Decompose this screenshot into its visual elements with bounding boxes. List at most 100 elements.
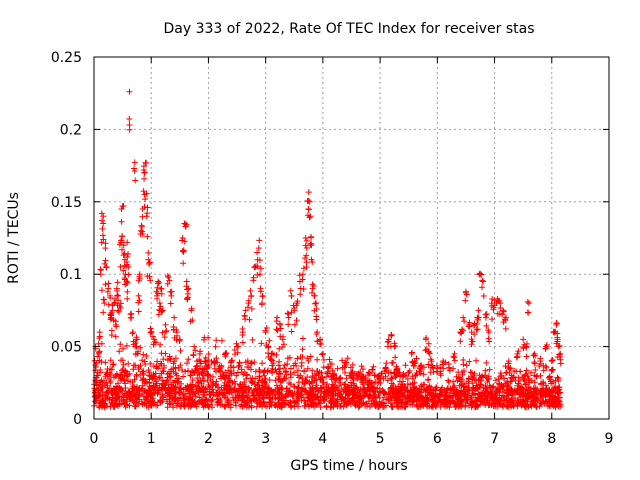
data-point [170,324,177,331]
data-point [299,271,306,278]
data-point [154,284,161,291]
data-point [457,338,464,345]
data-point [98,210,105,217]
data-point [250,274,257,281]
data-point [147,277,154,284]
data-point [557,350,564,357]
data-point [305,206,312,213]
data-point [294,298,301,305]
data-point [173,327,180,334]
data-point [174,332,181,339]
data-point [96,349,103,356]
data-point [117,263,124,270]
data-point [385,338,392,345]
data-point [262,327,269,334]
data-point [112,318,119,325]
data-point [165,274,172,281]
data-point [183,221,190,228]
data-point [471,331,478,338]
data-point [252,264,259,271]
data-point [393,363,400,370]
data-point [126,121,133,128]
data-point [132,177,139,184]
data-point [466,323,473,330]
data-point [97,266,104,273]
data-point [263,324,270,331]
data-point [297,285,304,292]
y-tick-label: 0 [73,412,82,428]
data-point [227,362,234,369]
data-point [530,352,537,359]
data-point [191,343,198,350]
axis-ticks [93,56,610,420]
data-point [412,359,419,366]
data-point [515,348,522,355]
data-point [256,237,263,244]
data-point [474,320,481,327]
data-point [143,190,150,197]
data-point [520,336,527,343]
data-point [151,338,158,345]
data-point [246,316,253,323]
data-point [479,284,486,291]
data-point [475,307,482,314]
data-point [105,280,112,287]
data-point [312,300,319,307]
data-point [154,295,161,302]
data-point [548,357,555,364]
data-point [313,305,320,312]
data-point [496,298,503,305]
data-point [164,272,171,279]
data-point [531,359,538,366]
data-point [382,364,389,371]
data-point [483,310,490,317]
data-point [156,279,163,286]
data-point [277,333,284,340]
data-point [365,381,372,388]
data-point [277,325,284,332]
data-point [543,341,550,348]
data-point [446,367,453,374]
data-point [120,242,127,249]
data-point [268,350,275,357]
data-point [309,281,316,288]
data-point [523,353,530,360]
data-point [199,365,206,372]
data-point [473,326,480,333]
x-tick-label: 2 [204,431,213,447]
data-point [117,304,124,311]
data-point [254,263,261,270]
data-point [245,297,252,304]
data-point [280,333,287,340]
data-point [268,357,275,364]
data-point [115,297,122,304]
data-point [500,308,507,315]
data-point [118,237,125,244]
data-point [247,287,254,294]
data-point [99,225,106,232]
data-point [302,242,309,249]
data-point [342,359,349,366]
data-point [107,294,114,301]
data-point [129,330,136,337]
y-tick-labels: 0 0.05 0.1 0.15 0.2 0.25 [51,50,82,428]
data-point [244,304,251,311]
data-point [254,249,261,256]
data-point [104,288,111,295]
data-point [462,289,469,296]
data-point [114,287,121,294]
data-point [475,314,482,321]
data-point [146,259,153,266]
data-point [440,359,447,366]
x-tick-label: 9 [605,431,614,447]
data-point [360,381,367,388]
data-point [500,307,507,314]
data-point [440,365,447,372]
data-point [239,332,246,339]
data-point [523,344,530,351]
data-point [433,362,440,369]
data-point [451,357,458,364]
data-point [204,371,211,378]
data-point [319,350,326,357]
